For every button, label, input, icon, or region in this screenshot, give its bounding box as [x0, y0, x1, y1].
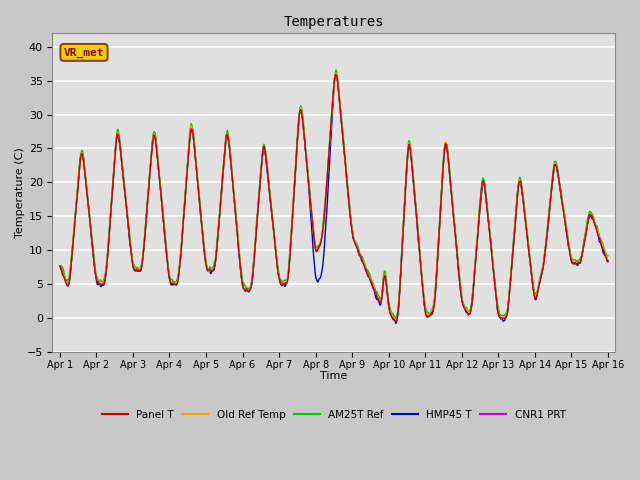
CNR1 PRT [604, 257, 612, 263]
AM25T Ref [534, 281, 542, 287]
HMP45 T [604, 259, 612, 264]
AM25T Ref [604, 253, 612, 259]
HMP45 T [534, 285, 542, 290]
AM25T Ref [392, 315, 399, 321]
CNR1 PRT [392, 316, 399, 322]
Panel T [332, 72, 340, 77]
AM25T Ref [594, 226, 602, 231]
Old Ref Temp [118, 163, 126, 168]
Title: Temperatures: Temperatures [284, 15, 384, 29]
AM25T Ref [332, 67, 340, 73]
Old Ref Temp [266, 192, 274, 198]
Panel T [392, 319, 400, 324]
HMP45 T [392, 321, 400, 326]
CNR1 PRT [56, 264, 63, 270]
Old Ref Temp [151, 133, 159, 139]
Text: VR_met: VR_met [64, 48, 104, 58]
Old Ref Temp [392, 317, 399, 323]
AM25T Ref [56, 264, 63, 269]
CNR1 PRT [118, 165, 126, 170]
CNR1 PRT [594, 230, 602, 236]
AM25T Ref [118, 162, 126, 168]
Line: HMP45 T: HMP45 T [60, 76, 608, 324]
Line: AM25T Ref: AM25T Ref [60, 70, 608, 318]
CNR1 PRT [332, 71, 339, 77]
Old Ref Temp [290, 192, 298, 198]
CNR1 PRT [266, 192, 274, 198]
Panel T [56, 264, 63, 269]
Panel T [151, 133, 159, 139]
CNR1 PRT [534, 283, 542, 289]
Panel T [594, 230, 602, 236]
Panel T [118, 166, 126, 171]
HMP45 T [332, 73, 340, 79]
HMP45 T [290, 192, 298, 198]
CNR1 PRT [151, 132, 159, 138]
HMP45 T [56, 264, 63, 269]
Panel T [290, 193, 298, 199]
HMP45 T [266, 195, 274, 201]
Line: Old Ref Temp: Old Ref Temp [60, 73, 608, 320]
HMP45 T [151, 130, 159, 136]
AM25T Ref [266, 190, 274, 196]
AM25T Ref [151, 130, 159, 136]
X-axis label: Time: Time [320, 372, 348, 382]
Old Ref Temp [56, 264, 63, 270]
Old Ref Temp [594, 228, 602, 234]
Line: Panel T: Panel T [60, 74, 608, 322]
Legend: Panel T, Old Ref Temp, AM25T Ref, HMP45 T, CNR1 PRT: Panel T, Old Ref Temp, AM25T Ref, HMP45 … [98, 406, 570, 424]
Old Ref Temp [332, 71, 340, 76]
Line: CNR1 PRT: CNR1 PRT [60, 74, 608, 319]
Old Ref Temp [534, 286, 542, 291]
AM25T Ref [290, 189, 298, 195]
Panel T [604, 258, 612, 264]
Panel T [266, 194, 274, 200]
HMP45 T [594, 228, 602, 233]
CNR1 PRT [290, 194, 298, 200]
Panel T [534, 285, 542, 290]
Y-axis label: Temperature (C): Temperature (C) [15, 147, 25, 238]
Old Ref Temp [604, 257, 612, 263]
HMP45 T [118, 164, 126, 170]
